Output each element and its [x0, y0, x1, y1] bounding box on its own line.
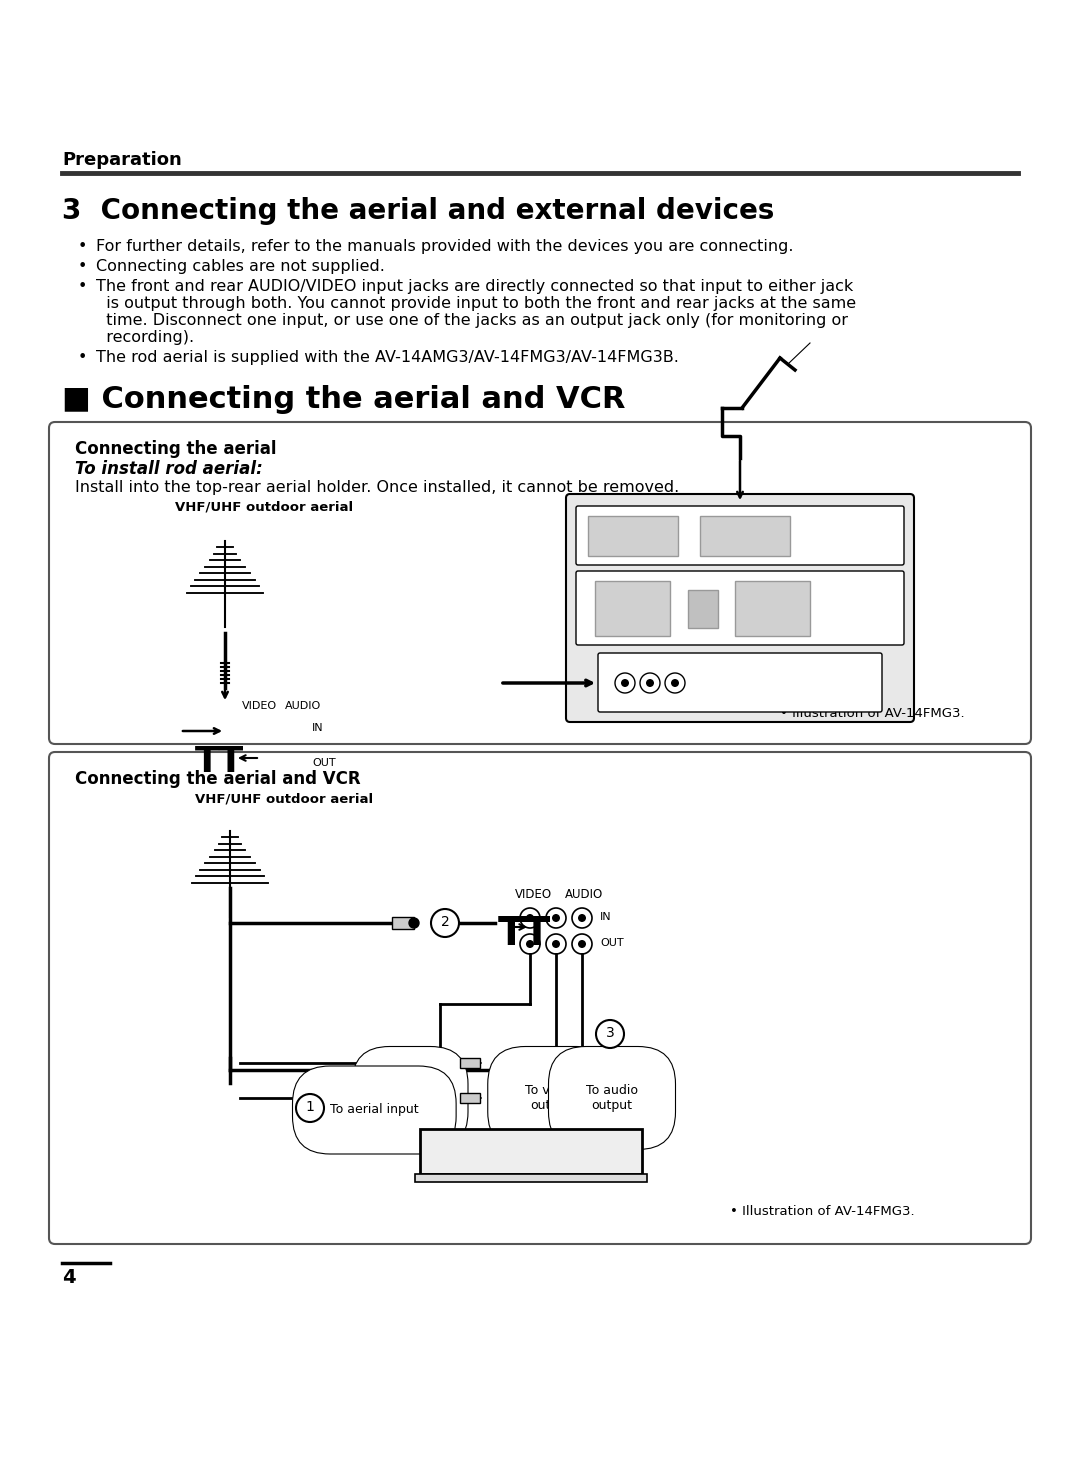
- Text: 3: 3: [606, 1026, 615, 1039]
- FancyBboxPatch shape: [420, 1129, 642, 1174]
- Text: Preparation: Preparation: [62, 151, 181, 168]
- Text: • Illustration of AV-14FMG3.: • Illustration of AV-14FMG3.: [730, 1205, 915, 1218]
- Text: •: •: [78, 239, 87, 253]
- Text: • Illustration of AV-14FMG3.: • Illustration of AV-14FMG3.: [780, 707, 964, 720]
- Text: To aerial input: To aerial input: [330, 1104, 419, 1117]
- Bar: [700, 515, 789, 556]
- FancyBboxPatch shape: [49, 752, 1031, 1244]
- Bar: [595, 581, 670, 635]
- Bar: [735, 581, 810, 635]
- Text: •: •: [78, 280, 87, 294]
- FancyBboxPatch shape: [576, 571, 904, 646]
- Text: The rod aerial is supplied with the AV-14AMG3/AV-14FMG3/AV-14FMG3B.: The rod aerial is supplied with the AV-1…: [96, 350, 679, 365]
- Text: AUDIO: AUDIO: [285, 701, 321, 712]
- Text: time. Disconnect one input, or use one of the jacks as an output jack only (for : time. Disconnect one input, or use one o…: [96, 313, 848, 328]
- Text: To install rod aerial:: To install rod aerial:: [75, 460, 262, 479]
- Circle shape: [291, 729, 299, 736]
- Circle shape: [526, 940, 534, 949]
- Bar: [588, 515, 678, 556]
- Text: OUT: OUT: [312, 758, 336, 769]
- Circle shape: [578, 914, 586, 922]
- Circle shape: [291, 764, 299, 772]
- Circle shape: [671, 679, 679, 687]
- Text: Rod aerial: Rod aerial: [608, 508, 672, 521]
- Text: IN: IN: [312, 723, 324, 733]
- Circle shape: [160, 726, 170, 736]
- Text: ΤΤ: ΤΤ: [195, 745, 244, 779]
- Circle shape: [409, 918, 419, 928]
- FancyBboxPatch shape: [576, 507, 904, 565]
- Bar: [460, 1094, 480, 1102]
- Bar: [415, 1174, 647, 1181]
- Circle shape: [526, 914, 534, 922]
- Text: To RF
output: To RF output: [390, 1083, 431, 1113]
- Text: AUDIO: AUDIO: [565, 889, 604, 902]
- Text: Install into the top-rear aerial holder. Once installed, it cannot be removed.: Install into the top-rear aerial holder.…: [75, 480, 679, 495]
- Text: To audio
output: To audio output: [586, 1083, 638, 1113]
- Text: •: •: [78, 259, 87, 274]
- FancyBboxPatch shape: [49, 422, 1031, 744]
- Circle shape: [266, 764, 274, 772]
- Text: 2: 2: [441, 915, 449, 930]
- Circle shape: [621, 679, 629, 687]
- Text: OUT: OUT: [600, 938, 623, 949]
- Text: Connecting cables are not supplied.: Connecting cables are not supplied.: [96, 259, 384, 274]
- Text: VCR: VCR: [564, 1136, 627, 1164]
- Text: To video
output: To video output: [525, 1083, 577, 1113]
- Circle shape: [646, 679, 654, 687]
- Circle shape: [241, 764, 249, 772]
- Circle shape: [431, 909, 459, 937]
- Bar: [392, 916, 414, 930]
- Bar: [460, 1058, 480, 1069]
- Text: VHF/UHF outdoor aerial: VHF/UHF outdoor aerial: [175, 501, 353, 512]
- Text: For further details, refer to the manuals provided with the devices you are conn: For further details, refer to the manual…: [96, 239, 794, 253]
- Text: VIDEO: VIDEO: [515, 889, 552, 902]
- FancyBboxPatch shape: [598, 653, 882, 712]
- Text: 1: 1: [306, 1099, 314, 1114]
- Text: 3  Connecting the aerial and external devices: 3 Connecting the aerial and external dev…: [62, 198, 774, 225]
- FancyBboxPatch shape: [566, 493, 914, 722]
- Circle shape: [552, 940, 561, 949]
- Circle shape: [153, 719, 177, 744]
- Text: •: •: [78, 350, 87, 365]
- Circle shape: [296, 1094, 324, 1121]
- Text: is output through both. You cannot provide input to both the front and rear jack: is output through both. You cannot provi…: [96, 296, 856, 310]
- Circle shape: [578, 940, 586, 949]
- Text: VIDEO: VIDEO: [242, 701, 278, 712]
- Text: ΤΤ: ΤΤ: [498, 915, 551, 953]
- Text: The front and rear AUDIO/VIDEO input jacks are directly connected so that input : The front and rear AUDIO/VIDEO input jac…: [96, 280, 853, 294]
- Bar: [688, 590, 718, 628]
- Text: IN: IN: [600, 912, 611, 922]
- Text: recording).: recording).: [96, 329, 194, 346]
- Text: Indoor aerial: Indoor aerial: [600, 501, 697, 512]
- Circle shape: [266, 729, 274, 736]
- Circle shape: [241, 729, 249, 736]
- Text: ■ Connecting the aerial and VCR: ■ Connecting the aerial and VCR: [62, 385, 625, 414]
- Circle shape: [596, 1020, 624, 1048]
- Text: Connecting the aerial: Connecting the aerial: [75, 441, 276, 458]
- Text: 4: 4: [62, 1268, 76, 1287]
- Text: VHF/UHF outdoor aerial: VHF/UHF outdoor aerial: [195, 793, 373, 807]
- Circle shape: [552, 914, 561, 922]
- Text: Connecting the aerial and VCR: Connecting the aerial and VCR: [75, 770, 361, 788]
